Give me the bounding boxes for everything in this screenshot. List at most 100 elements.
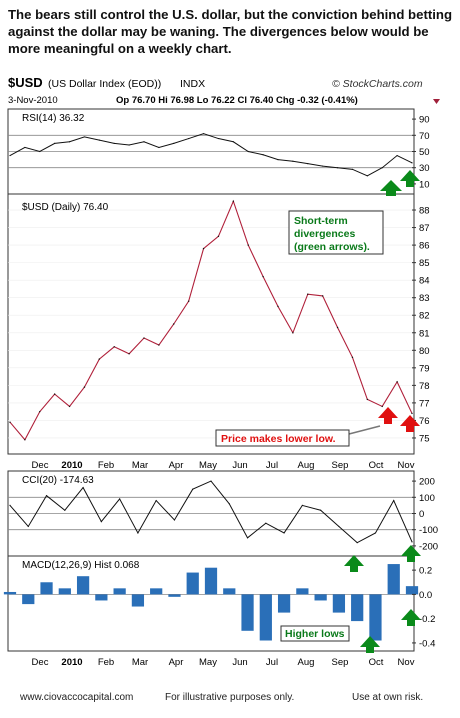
y-tick-label: 80 (419, 346, 430, 357)
rsi-point (351, 168, 354, 170)
cci-point (27, 525, 29, 528)
footer-risk: Use at own risk. (352, 692, 424, 703)
x-tick-label: Aug (298, 460, 315, 471)
x-tick-label: Feb (98, 460, 114, 471)
x-tick-label: Dec (32, 657, 49, 668)
y-tick-label: 0 (419, 509, 424, 520)
macd-bar (259, 594, 272, 641)
rsi-point (39, 150, 41, 153)
price-point (381, 405, 383, 408)
down-triangle-icon (433, 99, 440, 104)
rsi-legend: RSI(14) 36.32 (22, 113, 85, 124)
price-point (68, 405, 71, 408)
cci-point (411, 541, 413, 543)
rsi-point (366, 175, 368, 177)
x-tick-label: Jun (232, 657, 247, 668)
rsi-point (143, 141, 145, 143)
index-name: (US Dollar Index (EOD)) (48, 78, 161, 90)
footer-site: www.ciovaccocapital.com (20, 692, 134, 703)
rsi-point (396, 154, 398, 157)
price-point (232, 200, 235, 202)
x-tick-label: Dec (32, 460, 49, 471)
cci-point (374, 532, 377, 534)
y-tick-label: 87 (419, 223, 430, 234)
x-tick-label: 2010 (61, 657, 82, 668)
macd-bar (76, 576, 90, 595)
macd-bar (332, 594, 346, 613)
cci-point (155, 499, 157, 502)
arrows (344, 170, 421, 653)
rsi-point (9, 154, 11, 157)
rsi-point (158, 146, 160, 149)
rsi-point (68, 141, 71, 143)
macd-bar (351, 594, 364, 622)
macd-bar (369, 594, 382, 641)
rsi-point (262, 154, 264, 156)
rsi-point (173, 142, 175, 144)
x-tick-label: Jun (232, 460, 247, 471)
green-up-arrow-icon (344, 555, 364, 572)
x-tick-label: Mar (132, 460, 148, 471)
macd-bar (204, 567, 218, 595)
price-point (9, 421, 11, 423)
headline: The bears still control the U.S. dollar,… (8, 7, 453, 56)
x-tick-label: Mar (132, 657, 148, 668)
y-tick-label: -200 (419, 541, 438, 552)
y-tick-label: 0.2 (419, 566, 432, 577)
rsi-point (336, 167, 339, 169)
rsi-point (98, 139, 100, 141)
price-point (83, 386, 86, 388)
x-tick-label: Jul (266, 657, 278, 668)
x-tick-label: Sep (332, 657, 349, 668)
cci-point (45, 495, 48, 497)
y-tick-label: 86 (419, 241, 430, 252)
y-tick-label: -100 (419, 525, 438, 536)
cci-point (82, 486, 84, 489)
y-tick-label: 79 (419, 363, 430, 374)
cci-point (119, 498, 121, 500)
cci-point (137, 532, 139, 534)
y-tick-label: 88 (419, 206, 430, 217)
cci-point (283, 532, 285, 534)
macd-bar (186, 572, 199, 595)
x-tick-label: Apr (169, 460, 184, 471)
macd-panel (7, 555, 415, 652)
rsi-point (381, 167, 383, 169)
rsi-line (9, 133, 413, 177)
macd-bar (277, 594, 291, 613)
rsi-point (292, 160, 294, 162)
cci-point (265, 522, 267, 524)
macd-bar (405, 586, 419, 595)
cci-layer: 200 100 0 -100 -200 (8, 477, 438, 552)
macd-layer: 0.2 0.0 -0.2 -0.4 (3, 564, 435, 649)
macd-bar (296, 588, 309, 595)
annotation-higher-lows: Higher lows (285, 628, 345, 640)
rsi-point (128, 144, 130, 146)
red-up-arrow-icon (378, 407, 398, 424)
cci-point (64, 509, 66, 511)
price-point (321, 295, 324, 297)
price-point (217, 235, 220, 238)
y-tick-label: 90 (419, 115, 430, 126)
price-point (24, 439, 26, 441)
cci-point (338, 525, 340, 528)
price-point (53, 393, 56, 395)
annotation-lower-low-box: Price makes lower low. (215, 425, 381, 447)
cci-point (301, 504, 303, 506)
green-up-arrow-icon (401, 609, 421, 626)
price-point (411, 412, 413, 415)
price-legend: $USD (Daily) 76.40 (22, 202, 109, 213)
red-up-arrow-icon (400, 415, 420, 432)
cci-point (393, 499, 395, 502)
rsi-point (217, 137, 220, 140)
price-point (247, 244, 249, 246)
x-tick-label: Oct (369, 460, 384, 471)
legends: RSI(14) 36.32 $USD (Daily) 76.40 CCI(20)… (22, 113, 140, 571)
y-tick-label: 70 (419, 131, 430, 142)
price-line (9, 199, 413, 441)
y-tick-label: 81 (419, 328, 430, 339)
x-tick-label: Apr (169, 657, 184, 668)
y-tick-label: 82 (419, 311, 430, 322)
price-point (39, 410, 41, 413)
